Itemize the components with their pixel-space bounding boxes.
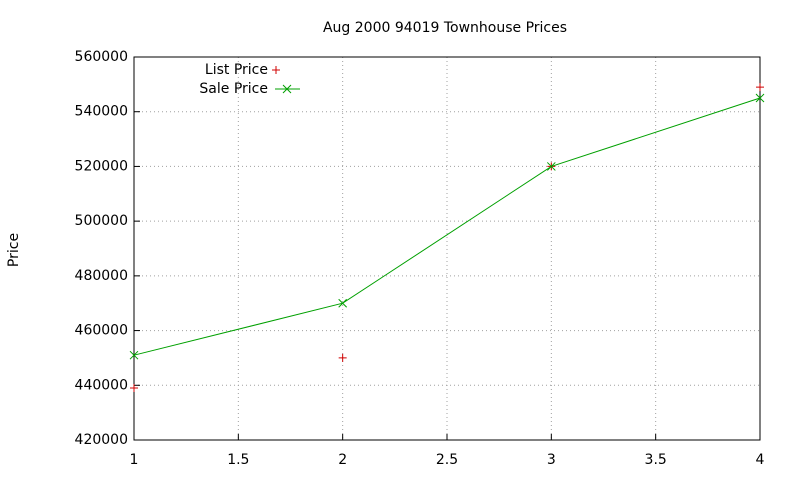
y-tick-label: 540000	[75, 104, 128, 120]
y-tick-label: 520000	[75, 158, 128, 174]
legend-label: List Price	[205, 62, 268, 78]
y-tick-label: 460000	[75, 323, 128, 339]
series-line	[133, 97, 761, 356]
x-tick-label: 4	[756, 452, 765, 468]
chart-title: Aug 2000 94019 Townhouse Prices	[323, 20, 567, 36]
x-tick-label: 3	[547, 452, 556, 468]
data-point	[756, 83, 764, 92]
x-tick-label: 2	[338, 452, 347, 468]
data-point	[338, 353, 347, 362]
legend-marker	[282, 84, 292, 94]
plot-frame	[133, 56, 761, 441]
y-tick-label: 420000	[75, 432, 128, 448]
x-tick-label: 3.5	[645, 452, 667, 468]
data-point	[338, 298, 348, 308]
y-tick-label: 440000	[75, 377, 128, 393]
x-tick-label: 2.5	[436, 452, 458, 468]
x-tick-label: 1	[130, 452, 139, 468]
y-tick-label: 560000	[75, 49, 128, 65]
data-point	[130, 384, 138, 393]
y-tick-label: 480000	[75, 268, 128, 284]
x-tick-label: 1.5	[227, 452, 249, 468]
y-tick-label: 500000	[75, 213, 128, 229]
data-point	[546, 162, 556, 171]
y-axis-label: Price	[6, 233, 22, 267]
legend-label: Sale Price	[199, 81, 268, 97]
data-point	[755, 93, 765, 103]
data-point	[129, 350, 139, 360]
legend-marker	[272, 66, 280, 74]
